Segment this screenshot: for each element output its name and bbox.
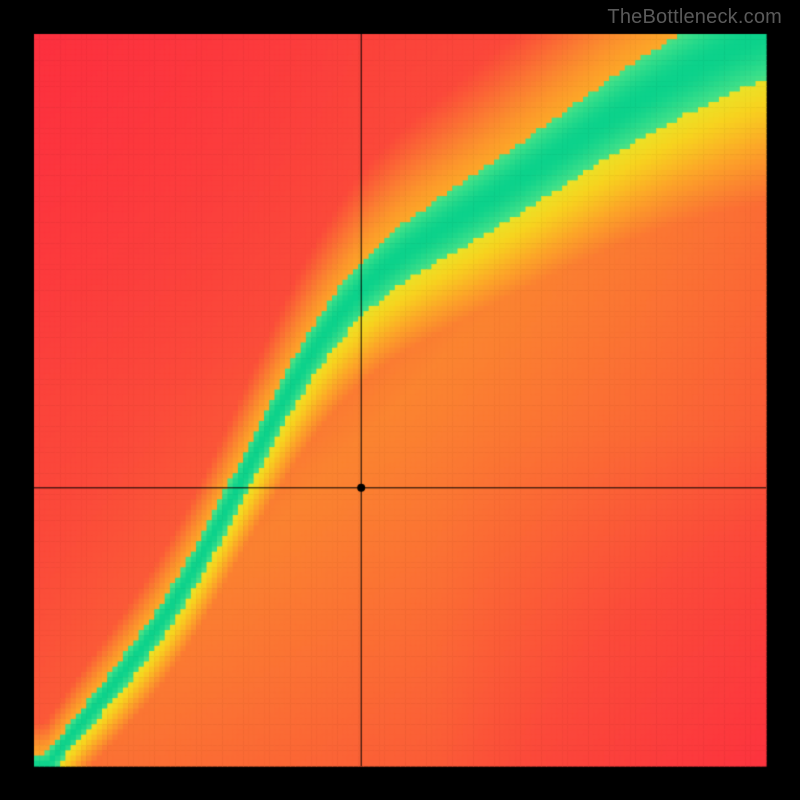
chart-container: TheBottleneck.com — [0, 0, 800, 800]
watermark-text: TheBottleneck.com — [607, 6, 782, 29]
bottleneck-heatmap — [0, 0, 800, 800]
